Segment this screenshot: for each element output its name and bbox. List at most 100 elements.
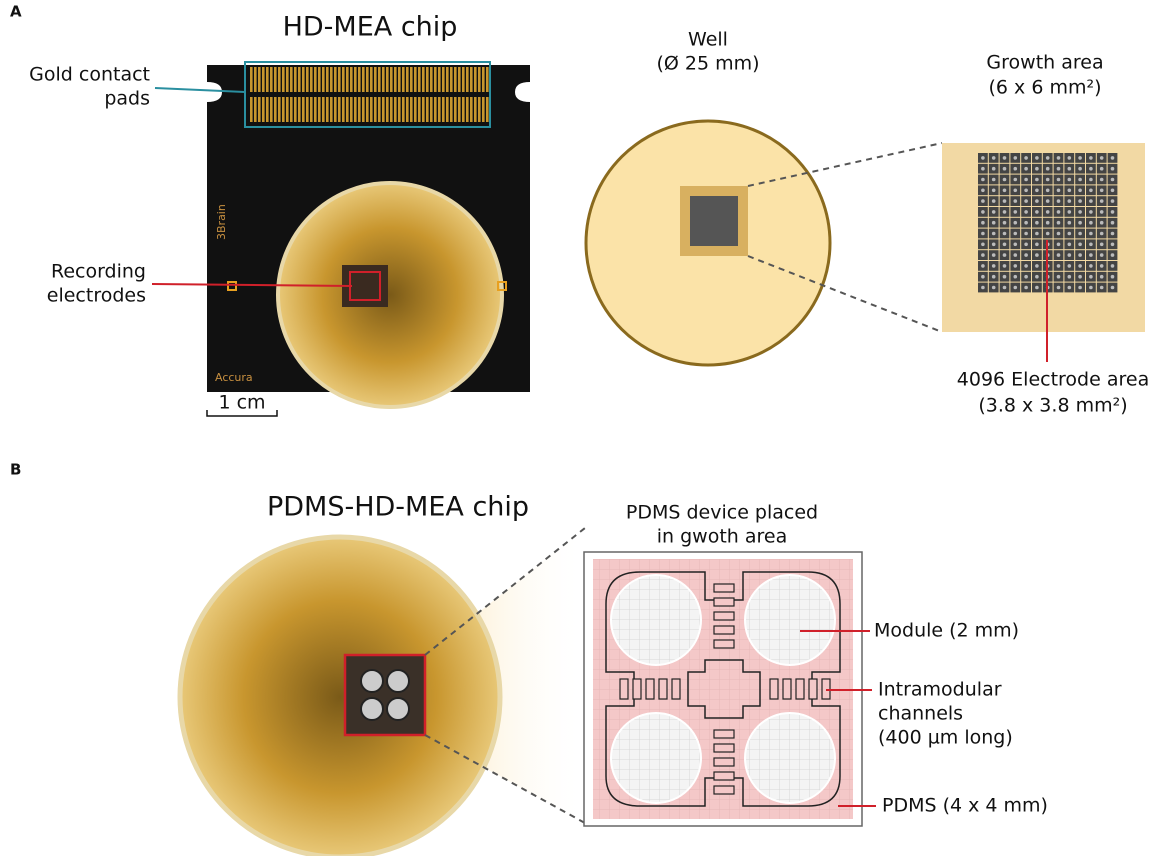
pad xyxy=(450,97,453,122)
shape xyxy=(386,697,410,721)
electrode xyxy=(1024,253,1028,257)
electrode xyxy=(1013,177,1018,182)
electrode xyxy=(981,274,985,279)
electrode xyxy=(1035,264,1039,268)
pad xyxy=(322,67,325,92)
electrode xyxy=(1099,285,1104,290)
electrode xyxy=(1078,242,1082,247)
pad xyxy=(390,67,393,92)
electrode xyxy=(1110,166,1115,171)
electrode xyxy=(991,242,996,247)
channel xyxy=(645,678,655,700)
chip-title: HD-MEA chip xyxy=(283,12,458,43)
electrode xyxy=(1002,274,1007,279)
electrode xyxy=(1099,188,1104,193)
pad xyxy=(258,67,261,92)
electrode xyxy=(1078,285,1082,290)
brand: 3Brain xyxy=(215,204,228,240)
pad xyxy=(326,67,329,92)
pad xyxy=(298,97,301,122)
modules xyxy=(610,574,836,804)
pad xyxy=(306,67,309,92)
pad xyxy=(278,67,281,92)
electrode xyxy=(1002,220,1007,225)
channel xyxy=(632,678,642,700)
pad xyxy=(482,97,485,122)
shape xyxy=(610,574,702,666)
electrode xyxy=(1024,188,1028,193)
zoom-line xyxy=(747,142,943,187)
channel xyxy=(671,678,681,700)
model: Accura xyxy=(215,371,253,384)
electrode xyxy=(1099,210,1104,214)
electrode xyxy=(1024,199,1028,203)
pad xyxy=(470,97,473,122)
electrode-area-label: 4096 Electrode area xyxy=(957,369,1149,391)
electrode xyxy=(1002,264,1007,268)
pad xyxy=(418,67,421,92)
electrode xyxy=(1067,156,1072,160)
electrode xyxy=(1078,274,1082,279)
electrode xyxy=(1013,156,1018,160)
electrode xyxy=(1067,253,1072,257)
channel xyxy=(713,611,735,621)
pad xyxy=(314,97,317,122)
pad xyxy=(458,67,461,92)
electrode xyxy=(1099,177,1104,182)
pad xyxy=(278,97,281,122)
electrode xyxy=(1099,199,1104,203)
electrode xyxy=(1078,199,1082,203)
pad xyxy=(302,67,305,92)
pad xyxy=(394,97,397,122)
pad xyxy=(338,97,341,122)
pad xyxy=(270,97,273,122)
electrode xyxy=(991,220,996,225)
pad xyxy=(334,67,337,92)
pads-highlight xyxy=(244,61,491,128)
electrode xyxy=(1035,274,1039,279)
electrode xyxy=(1099,264,1104,268)
channel xyxy=(769,678,779,700)
pad xyxy=(262,97,265,122)
pad xyxy=(350,97,353,122)
electrode xyxy=(991,177,996,182)
electrode xyxy=(1089,220,1093,225)
channel xyxy=(795,678,805,700)
electrode xyxy=(1056,274,1061,279)
electrode xyxy=(1067,242,1072,247)
pad xyxy=(354,97,357,122)
pad xyxy=(426,97,429,122)
pad xyxy=(334,97,337,122)
panel-label: A xyxy=(10,3,22,21)
electrode xyxy=(1024,264,1028,268)
electrode xyxy=(981,166,985,171)
electrode xyxy=(1089,264,1093,268)
pad xyxy=(454,97,457,122)
electrode xyxy=(1067,177,1072,182)
chip-title: PDMS-HD-MEA chip xyxy=(267,492,529,523)
electrode xyxy=(1024,156,1028,160)
scale-label: 1 cm xyxy=(218,392,265,414)
electrode xyxy=(991,264,996,268)
electrode xyxy=(1035,231,1039,236)
electrode xyxy=(1089,285,1093,290)
pad xyxy=(430,97,433,122)
electrode xyxy=(991,253,996,257)
pad xyxy=(282,67,285,92)
chip-well xyxy=(276,181,504,409)
shape xyxy=(386,669,410,693)
electrode xyxy=(981,264,985,268)
electrode xyxy=(1056,177,1061,182)
electrode xyxy=(1089,188,1093,193)
electrode xyxy=(1024,242,1028,247)
electrode-array xyxy=(690,196,738,246)
pad xyxy=(418,97,421,122)
pointer xyxy=(151,283,353,287)
electrode xyxy=(1067,188,1072,193)
pad xyxy=(406,67,409,92)
electrode xyxy=(1013,199,1018,203)
pad xyxy=(338,67,341,92)
electrode xyxy=(991,188,996,193)
electrode-area-label: (3.8 x 3.8 mm²) xyxy=(978,395,1127,417)
